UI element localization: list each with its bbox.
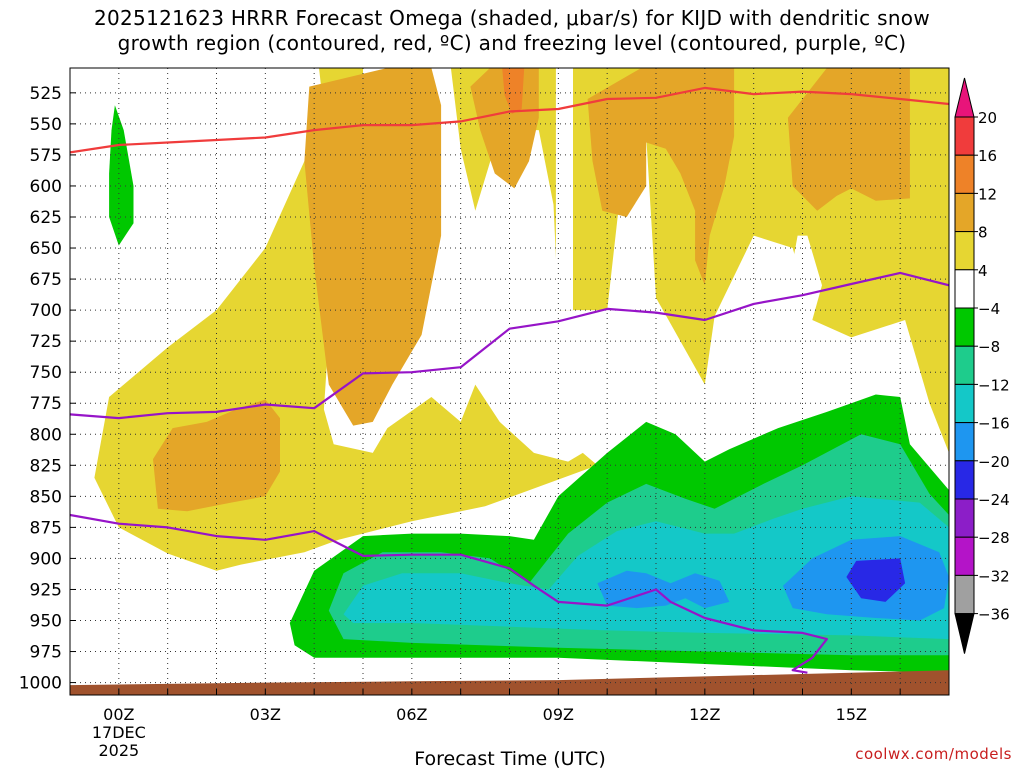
x-axis-label: Forecast Time (UTC): [414, 748, 605, 768]
colorbar: 20 16 12 8 4 −4 −8 −12 −16 −20 −24 −28 −32 −36: [954, 77, 1010, 654]
dgz-upper: [70, 57, 143, 66]
colorbar-label: 16: [978, 147, 997, 165]
y-tick-label: 625: [30, 208, 62, 228]
colorbar-bin: [954, 460, 975, 500]
y-tick-label: 575: [30, 146, 62, 166]
y-tick-label: 600: [30, 177, 62, 197]
y-tick-label: 875: [30, 518, 62, 538]
colorbar-label: −32: [978, 567, 1010, 585]
colorbar-label: 8: [978, 224, 988, 242]
y-tick-label: 950: [30, 612, 62, 632]
x-tick-label: 06Z: [396, 705, 427, 724]
y-tick-label: 525: [30, 84, 62, 104]
y-tick-label: 650: [30, 239, 62, 259]
gap-1330: [783, 235, 822, 320]
colorbar-label: −20: [978, 453, 1010, 471]
chart-title-line1: 2025121623 HRRR Forecast Omega (shaded, …: [93, 6, 930, 30]
colorbar-bin: [954, 269, 975, 309]
colorbar-bin: [954, 498, 975, 538]
colorbar-bin: [954, 192, 975, 233]
omega-positive-8-12-central: [304, 68, 442, 426]
colorbar-label: 4: [978, 262, 988, 280]
contour-lines: [70, 57, 949, 674]
y-axis: 525 550 575 600 625 650 675 700 725 750 775 800 825 8…: [19, 84, 76, 694]
chart-title: 2025121623 HRRR Forecast Omega (shaded, …: [0, 6, 1024, 56]
y-tick-label: 675: [30, 270, 62, 290]
x-date-label: 17DEC: [92, 723, 146, 742]
colorbar-label: −4: [978, 300, 1000, 318]
y-tick-label: 725: [30, 332, 62, 352]
gap-0930: [555, 68, 573, 311]
y-tick-label: 800: [30, 425, 62, 445]
y-tick-label: 975: [30, 643, 62, 663]
omega-positive-8-12-right: [787, 68, 910, 211]
chart-title-line2: growth region (contoured, red, ºC) and f…: [117, 31, 907, 55]
colorbar-bin: [954, 345, 975, 385]
colorbar-label: −12: [978, 376, 1010, 394]
colorbar-bin: [954, 536, 975, 576]
colorbar-label: −8: [978, 338, 1000, 356]
y-tick-label: 700: [30, 301, 62, 321]
colorbar-label: −16: [978, 415, 1010, 433]
colorbar-label: −24: [978, 491, 1010, 509]
omega-positive-8-12-lower-left: [153, 399, 280, 512]
colorbar-label: 20: [978, 109, 997, 127]
omega-positive-4-8: [70, 68, 949, 571]
omega-positive-8-12-mid-right: [587, 68, 735, 286]
colorbar-top-arrow: [954, 77, 975, 118]
dgz-lower: [70, 86, 949, 154]
omega-positive-12-16: [502, 68, 525, 114]
fzl-upper: [70, 271, 949, 420]
y-tick-label: 850: [30, 487, 62, 507]
colorbar-bin: [954, 383, 975, 424]
colorbar-bin: [954, 116, 975, 156]
y-tick-label: 750: [30, 363, 62, 383]
colorbar-label: −36: [978, 606, 1010, 624]
colorbar-bin: [954, 154, 975, 194]
fzl-lower: [70, 513, 829, 674]
omega-negative-16-20-small: [363, 595, 398, 621]
omega-positive-4-8-right-pillar: [919, 68, 949, 435]
x-tick-label: 00Z: [103, 705, 134, 724]
y-tick-label: 550: [30, 115, 62, 135]
omega-negative-4-8-left-column: [109, 105, 134, 246]
y-tick-label: 900: [30, 549, 62, 569]
x-tick-label: 03Z: [250, 705, 281, 724]
colorbar-bin: [954, 574, 975, 615]
colorbar-bin: [954, 307, 975, 347]
omega-negative-20-24: [846, 558, 906, 602]
colorbar-bottom-arrow: [954, 613, 975, 654]
y-tick-label: 925: [30, 580, 62, 600]
x-tick-label: 09Z: [543, 705, 574, 724]
y-tick-label: 1000: [19, 674, 62, 694]
y-tick-label: 775: [30, 394, 62, 414]
x-tick-label: 15Z: [836, 705, 867, 724]
omega-shaded-fields: [70, 68, 949, 695]
colorbar-label: −28: [978, 529, 1010, 547]
x-year-label: 2025: [98, 741, 139, 760]
colorbar-label: 12: [978, 185, 997, 203]
x-tick-label: 12Z: [689, 705, 720, 724]
colorbar-bin: [954, 422, 975, 462]
y-tick-label: 825: [30, 456, 62, 476]
terrain: [70, 670, 949, 695]
credit-text: coolwx.com/models: [855, 745, 1012, 763]
colorbar-bin: [954, 231, 975, 271]
